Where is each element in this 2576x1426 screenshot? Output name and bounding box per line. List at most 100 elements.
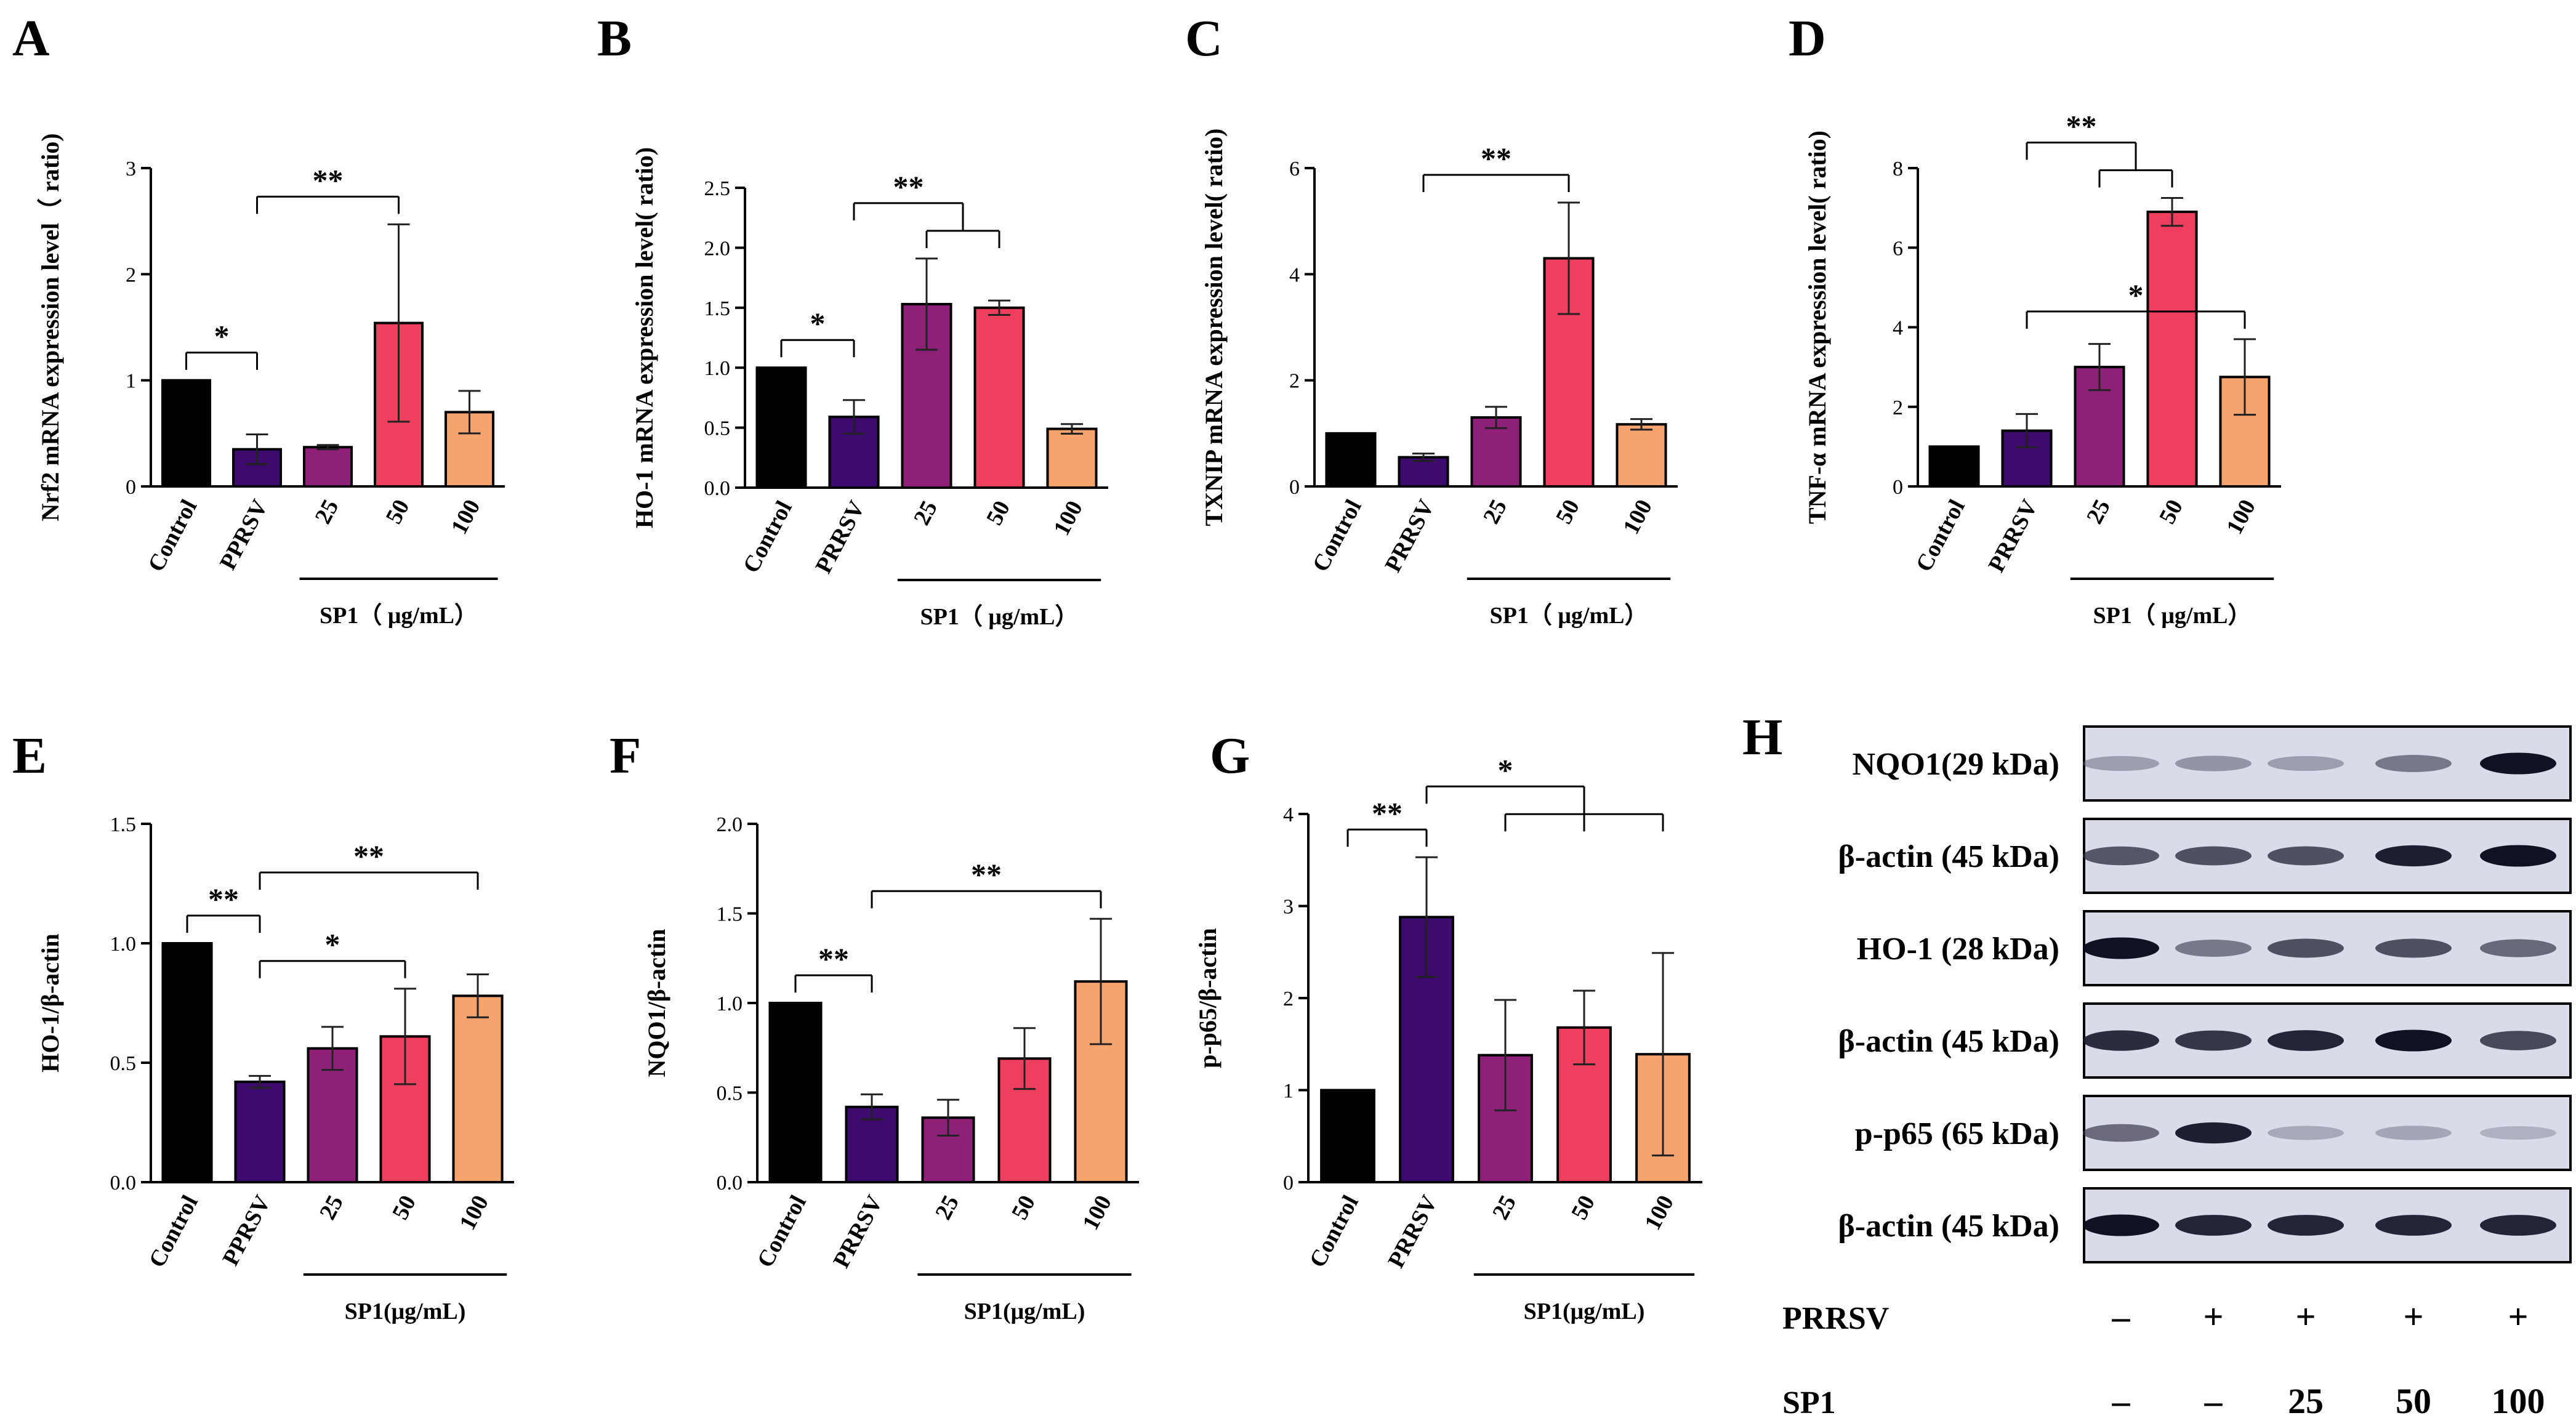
y-tick-label: 0.5 — [110, 1052, 137, 1075]
bar-control — [1320, 1089, 1375, 1183]
category-label: PRRSV — [810, 496, 870, 578]
category-label: Control — [1308, 496, 1367, 576]
blot-band — [2268, 1126, 2344, 1140]
panel-letter: G — [1210, 727, 1250, 784]
blot-band — [2375, 755, 2452, 772]
y-tick-label: 0 — [1283, 1172, 1294, 1194]
chart-panel-g: G 0 1 2 3 4 p-p65/β-actin Control PRRSV 25 50 100 SP… — [1194, 727, 1702, 1324]
category-label: 50 — [381, 496, 415, 528]
blot-band — [2375, 1215, 2452, 1236]
category-label: 25 — [930, 1191, 964, 1224]
condition-label: SP1 — [1782, 1385, 1836, 1420]
chart-panel-e: E 0.0 0.5 1.0 1.5 HO-1/β-actin Control PPRSV 25 5… — [12, 727, 514, 1324]
blot-band — [2083, 1030, 2159, 1051]
blot-band — [2175, 1215, 2252, 1236]
category-label: Control — [143, 496, 202, 576]
category-label: 50 — [1566, 1191, 1600, 1224]
category-label: 25 — [2082, 496, 2115, 528]
category-label: PRRSV — [828, 1191, 888, 1272]
category-label: 100 — [454, 1191, 494, 1235]
category-label: 50 — [387, 1191, 421, 1224]
bar-control — [1928, 445, 1980, 488]
y-tick-label: 1.5 — [717, 903, 743, 926]
y-tick-label: 8 — [1893, 158, 1903, 180]
category-label: PPRSV — [215, 495, 273, 574]
significance-bracket: ** — [1422, 141, 1570, 193]
significance-bracket: * — [259, 927, 406, 978]
category-label: 100 — [1049, 497, 1088, 540]
blot-band — [2083, 1124, 2159, 1142]
y-tick-label: 1.0 — [717, 993, 743, 1015]
blot-band — [2375, 1029, 2452, 1052]
blot-band — [2083, 755, 2159, 771]
blot-band — [2480, 1126, 2556, 1140]
y-tick-label: 0.0 — [110, 1172, 137, 1194]
y-tick-label: 2 — [126, 264, 136, 286]
category-label: 100 — [1077, 1191, 1117, 1235]
condition-value: + — [2403, 1297, 2423, 1337]
blot-band — [2175, 1030, 2252, 1051]
significance-bracket: * — [2026, 278, 2246, 329]
y-axis-label: NQO1/β-actin — [643, 929, 670, 1077]
panel-letter: F — [610, 727, 641, 784]
group-label: SP1(μg/mL) — [1524, 1299, 1645, 1324]
band-label: p-p65 (65 kDa) — [1855, 1116, 2059, 1151]
category-label: 100 — [1618, 496, 1657, 539]
significance-label: * — [214, 319, 230, 353]
bar-control — [1325, 432, 1377, 488]
y-tick-label: 2 — [1893, 397, 1903, 419]
band-label: β-actin (45 kDa) — [1838, 1024, 2059, 1059]
y-axis-label: TXNIP mRNA expression level( ratio) — [1200, 129, 1228, 526]
y-tick-label: 1.0 — [704, 357, 731, 380]
chart-panel-f: F 0.0 0.5 1.0 1.5 2.0 NQO1/β-actin Control PRRSV… — [610, 727, 1139, 1324]
significance-label: * — [325, 927, 340, 962]
panel-letter: B — [597, 10, 632, 67]
significance-bracket: * — [1425, 752, 1664, 832]
bar-100 — [1046, 427, 1098, 489]
blot-panel-h: H NQO1(29 kDa) β-actin (45 kDa) HO-1 (28 kD… — [1742, 709, 2572, 1421]
panel-letter: C — [1185, 10, 1223, 67]
group-label: SP1(μg/mL) — [345, 1299, 466, 1324]
significance-label: * — [810, 306, 826, 340]
category-label: PRRSV — [1383, 1191, 1443, 1272]
blot-membrane — [2083, 1095, 2572, 1171]
panel-letter: E — [12, 727, 47, 784]
chart-panel-c: C 0 2 4 6 TXNIP mRNA expression level( ratio)… — [1185, 10, 1678, 629]
significance-label: ** — [1372, 796, 1403, 830]
y-tick-label: 4 — [1283, 804, 1294, 826]
y-tick-label: 0 — [126, 476, 136, 499]
blot-band — [2175, 940, 2252, 957]
condition-value: + — [2203, 1297, 2223, 1337]
category-label: 25 — [1487, 1191, 1521, 1224]
y-tick-label: 1.5 — [110, 813, 137, 836]
significance-label: * — [2128, 278, 2144, 312]
blot-band — [2083, 1214, 2159, 1236]
group-label: SP1（ μg/mL） — [320, 603, 478, 629]
significance-bracket: ** — [871, 857, 1102, 909]
significance-bracket: * — [780, 306, 855, 358]
panel-letter: A — [12, 10, 50, 67]
condition-value: – — [2112, 1381, 2131, 1421]
condition-value: 50 — [2396, 1381, 2431, 1421]
category-label: 50 — [1007, 1191, 1040, 1224]
significance-bracket: * — [185, 319, 258, 370]
bar-control — [161, 379, 212, 488]
significance-bracket: ** — [2026, 108, 2173, 188]
category-label: PRRSV — [1380, 495, 1439, 576]
y-tick-label: 0.5 — [717, 1082, 743, 1105]
band-label: NQO1(29 kDa) — [1852, 747, 2059, 782]
y-axis-label: HO-1 mRNA expression level( ratio) — [630, 147, 658, 528]
significance-label: * — [1498, 752, 1513, 787]
blot-band — [2375, 1126, 2452, 1140]
category-label: 25 — [909, 497, 943, 530]
blot-band — [2375, 845, 2452, 867]
blot-band — [2175, 1122, 2252, 1144]
category-label: 100 — [1640, 1191, 1679, 1235]
significance-label: ** — [1481, 141, 1511, 175]
blot-band — [2175, 755, 2252, 771]
blot-band — [2268, 755, 2344, 771]
y-tick-label: 0 — [1893, 476, 1903, 499]
category-label: PPRSV — [217, 1191, 276, 1270]
condition-value: 25 — [2288, 1381, 2324, 1421]
